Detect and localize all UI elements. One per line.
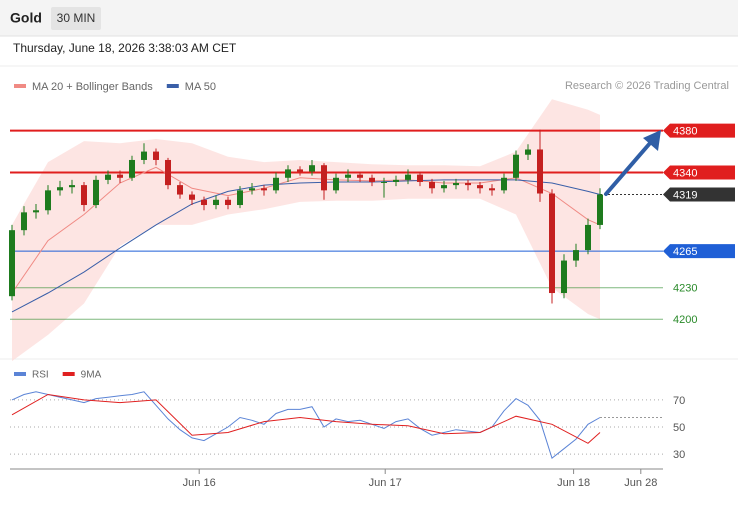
x-tick-label: Jun 17 [369,477,402,489]
candle-body [357,174,363,178]
candle-body [261,188,267,191]
level-label: 4340 [673,167,697,179]
candle-body [237,190,243,206]
candle-body [21,212,27,231]
legend-label: RSI [32,370,49,381]
candle-body [597,194,603,225]
candle-body [477,185,483,189]
candle-body [501,177,507,191]
candle-body [81,185,87,206]
candle-body [333,177,339,191]
candle-body [441,185,447,189]
candle-body [117,174,123,178]
legend-swatch [166,84,179,88]
candle-body [429,181,435,189]
candle-body [225,199,231,206]
candle-body [561,260,567,294]
indicator-line [11,391,601,460]
top-bar [0,0,738,36]
candle-body [573,250,579,261]
x-tick-label: Jun 16 [183,477,216,489]
candle-body [177,185,183,195]
candle-body [549,193,555,294]
level-label: 4380 [673,126,697,138]
legend-label: MA 20 + Bollinger Bands [32,81,153,93]
candle-body [405,174,411,180]
candle-body [69,185,75,188]
x-tick-label: Jun 28 [624,477,657,489]
rsi-panel: 70 50 30 Jun 16 Jun 17 Jun 18 Jun 28 RSI 9MA [10,370,685,489]
forecast-arrowhead [643,130,661,151]
timestamp: Thursday, June 18, 2026 3:38:03 AM CET [13,41,237,55]
candle-body [345,174,351,178]
y-tick-label: 30 [673,449,685,461]
level-tag [663,187,735,202]
y-tick-label: 70 [673,395,685,407]
level-tag [663,123,735,138]
symbol: Gold [10,10,42,26]
candle-body [309,165,315,172]
candle-body [249,188,255,191]
level-tag [663,244,735,259]
candle-body [489,188,495,191]
price-panel: 4380 4340 4319 4265 4230 4200 MA 20 + Bollinge… [9,81,735,362]
level-label: 4230 [673,283,697,295]
candle-body [57,187,63,191]
candle-body [369,177,375,182]
candle-body [453,183,459,186]
interval[interactable]: 30 MIN [57,11,96,25]
forecast-arrow [604,140,653,196]
legend-swatch [14,84,26,88]
candle-body [189,194,195,200]
candle-body [201,199,207,206]
candle-body [213,199,219,206]
legend-swatch [62,372,75,376]
level-label: 4319 [673,189,697,201]
interval-button[interactable] [51,7,101,30]
candle-body [93,179,99,206]
candle-body [165,159,171,186]
candle-body [153,151,159,160]
candle-body [105,174,111,180]
level-tag [663,165,735,180]
ma-line [11,179,601,313]
candle-body [321,165,327,191]
candle-body [297,169,303,172]
candle-body [585,224,591,251]
candle-body [417,174,423,182]
level-label: 4265 [673,246,697,258]
candle-body [537,149,543,194]
legend-label: MA 50 [185,81,216,93]
y-tick-label: 50 [673,422,685,434]
candle-body [273,177,279,191]
level-label: 4200 [673,314,697,326]
indicator-line [11,393,601,444]
candle-body [525,149,531,155]
candle-body [285,169,291,178]
candle-body [45,190,51,211]
legend-label: 9MA [81,370,102,381]
copyright: Research © 2026 Trading Central [565,80,729,92]
candle-body [129,159,135,178]
candle-body [141,151,147,160]
candle-body [9,230,15,297]
candle-body [381,181,387,183]
x-tick-label: Jun 18 [557,477,590,489]
bollinger-band [12,99,600,362]
candle-body [513,154,519,178]
candle-body [33,210,39,213]
legend-swatch [14,372,26,376]
candle-body [465,183,471,186]
candle-body [393,179,399,182]
